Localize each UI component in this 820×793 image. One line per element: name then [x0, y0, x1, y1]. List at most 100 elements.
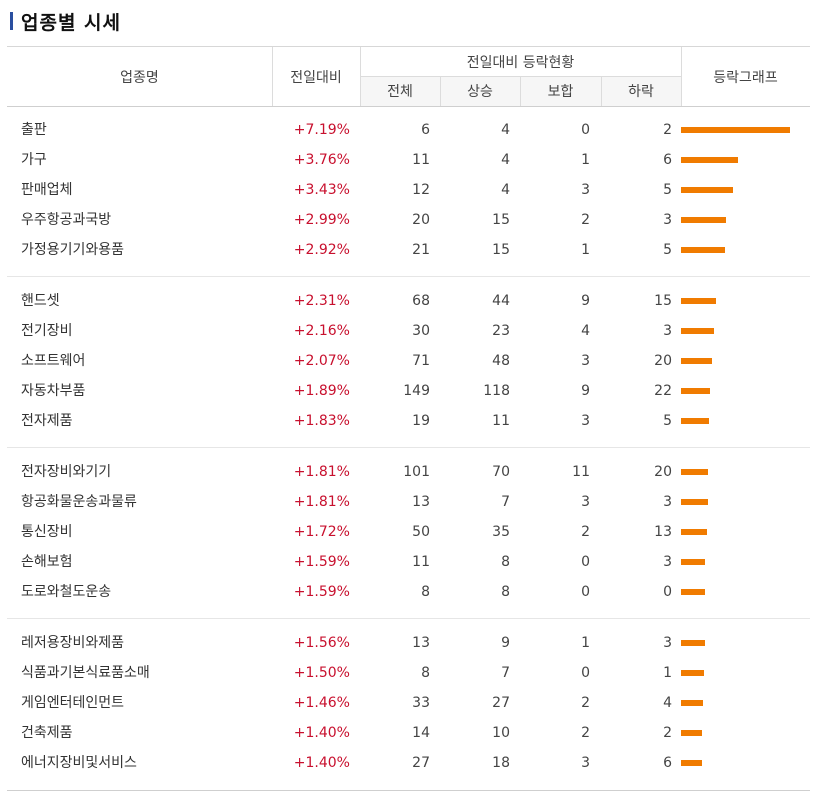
change-rate: +1.56% [293, 635, 350, 651]
sector-name[interactable]: 전자제품 [21, 413, 73, 429]
up-count: 8 [501, 584, 510, 600]
header-total[interactable]: 전체 [387, 84, 413, 100]
flat-count: 3 [581, 413, 590, 429]
table-row[interactable]: 항공화물운송과물류 +1.81% 13 7 3 3 [7, 487, 810, 517]
table-row[interactable]: 식품과기본식료품소매 +1.50% 8 7 0 1 [7, 658, 810, 688]
change-rate: +1.40% [293, 725, 350, 741]
header-divider [440, 76, 441, 106]
header-divider [360, 76, 681, 77]
change-bar [681, 559, 705, 565]
sector-name[interactable]: 전자장비와기기 [21, 464, 112, 480]
up-count: 4 [501, 182, 510, 198]
down-count: 3 [663, 494, 672, 510]
header-change[interactable]: 전일대비 [290, 69, 342, 86]
sector-name[interactable]: 판매업체 [21, 182, 73, 198]
down-count: 13 [654, 524, 672, 540]
header-change-status: 전일대비 등락현황 [466, 54, 575, 71]
sector-name[interactable]: 도로와철도운송 [21, 584, 112, 600]
header-divider [520, 76, 521, 106]
total-count: 27 [412, 755, 430, 771]
table-row[interactable]: 전기장비 +2.16% 30 23 4 3 [7, 316, 810, 346]
table-row[interactable]: 도로와철도운송 +1.59% 8 8 0 0 [7, 577, 810, 607]
flat-count: 3 [581, 182, 590, 198]
up-count: 4 [501, 122, 510, 138]
table-row[interactable]: 우주항공과국방 +2.99% 20 15 2 3 [7, 205, 810, 235]
down-count: 15 [654, 293, 672, 309]
table-row[interactable]: 건축제품 +1.40% 14 10 2 2 [7, 718, 810, 748]
change-bar [681, 217, 726, 223]
sector-name[interactable]: 에너지장비및서비스 [21, 755, 137, 771]
sector-name[interactable]: 자동차부품 [21, 383, 86, 399]
table-row[interactable]: 핸드셋 +2.31% 68 44 9 15 [7, 286, 810, 316]
header-up[interactable]: 상승 [467, 84, 493, 100]
sector-name[interactable]: 가구 [21, 152, 47, 168]
down-count: 5 [663, 242, 672, 258]
table-row[interactable]: 에너지장비및서비스 +1.40% 27 18 3 6 [7, 748, 810, 778]
sector-name[interactable]: 손해보험 [21, 554, 73, 570]
table-row[interactable]: 소프트웨어 +2.07% 71 48 3 20 [7, 346, 810, 376]
header-divider [681, 47, 682, 106]
down-count: 1 [663, 665, 672, 681]
table-row[interactable]: 전자제품 +1.83% 19 11 3 5 [7, 406, 810, 436]
header-flat[interactable]: 보합 [547, 84, 574, 100]
sector-name[interactable]: 항공화물운송과물류 [21, 494, 137, 510]
total-count: 33 [412, 695, 430, 711]
down-count: 5 [663, 413, 672, 429]
header-sector[interactable]: 업종명 [120, 69, 159, 86]
change-rate: +1.46% [293, 695, 350, 711]
down-count: 20 [654, 353, 672, 369]
sector-name[interactable]: 출판 [21, 122, 47, 138]
sector-name[interactable]: 전기장비 [21, 323, 73, 339]
table-row[interactable]: 가구 +3.76% 11 4 1 6 [7, 145, 810, 175]
sector-name[interactable]: 소프트웨어 [21, 353, 86, 369]
down-count: 2 [663, 122, 672, 138]
table-row[interactable]: 출판 +7.19% 6 4 0 2 [7, 115, 810, 145]
flat-count: 0 [581, 665, 590, 681]
change-bar [681, 247, 725, 253]
flat-count: 9 [581, 383, 590, 399]
table-row[interactable]: 가정용기기와용품 +2.92% 21 15 1 5 [7, 235, 810, 265]
up-count: 35 [492, 524, 510, 540]
flat-count: 2 [581, 524, 590, 540]
sector-name[interactable]: 게임엔터테인먼트 [21, 695, 125, 711]
up-count: 8 [501, 554, 510, 570]
flat-count: 4 [581, 323, 590, 339]
header-graph: 등락그래프 [713, 69, 778, 86]
change-bar [681, 157, 738, 163]
sector-name[interactable]: 핸드셋 [21, 293, 60, 309]
flat-count: 0 [581, 584, 590, 600]
sector-name[interactable]: 통신장비 [21, 524, 73, 540]
sector-name[interactable]: 식품과기본식료품소매 [21, 665, 150, 681]
title-accent-bar [10, 12, 13, 30]
flat-count: 2 [581, 695, 590, 711]
page-title: 업종별 시세 [21, 11, 122, 34]
down-count: 0 [663, 584, 672, 600]
flat-count: 1 [581, 242, 590, 258]
flat-count: 3 [581, 755, 590, 771]
sector-name[interactable]: 우주항공과국방 [21, 212, 112, 228]
up-count: 9 [501, 635, 510, 651]
change-bar [681, 670, 704, 676]
sector-name[interactable]: 레저용장비와제품 [21, 635, 125, 651]
table-row[interactable]: 손해보험 +1.59% 11 8 0 3 [7, 547, 810, 577]
table-row[interactable]: 전자장비와기기 +1.81% 101 70 11 20 [7, 457, 810, 487]
table-row[interactable]: 통신장비 +1.72% 50 35 2 13 [7, 517, 810, 547]
sector-name[interactable]: 건축제품 [21, 725, 73, 741]
change-rate: +1.81% [293, 494, 350, 510]
table-row[interactable]: 판매업체 +3.43% 12 4 3 5 [7, 175, 810, 205]
header-divider [601, 76, 602, 106]
up-count: 27 [492, 695, 510, 711]
header-down[interactable]: 하락 [628, 84, 654, 100]
table-row[interactable]: 자동차부품 +1.89% 149 118 9 22 [7, 376, 810, 406]
table-row[interactable]: 레저용장비와제품 +1.56% 13 9 1 3 [7, 628, 810, 658]
total-count: 19 [412, 413, 430, 429]
change-rate: +3.76% [293, 152, 350, 168]
flat-count: 1 [581, 635, 590, 651]
up-count: 44 [492, 293, 510, 309]
table-row[interactable]: 게임엔터테인먼트 +1.46% 33 27 2 4 [7, 688, 810, 718]
sector-name[interactable]: 가정용기기와용품 [21, 242, 125, 258]
table-bottom-border [7, 790, 810, 791]
change-rate: +1.72% [293, 524, 350, 540]
change-rate: +1.89% [293, 383, 350, 399]
total-count: 149 [403, 383, 430, 399]
